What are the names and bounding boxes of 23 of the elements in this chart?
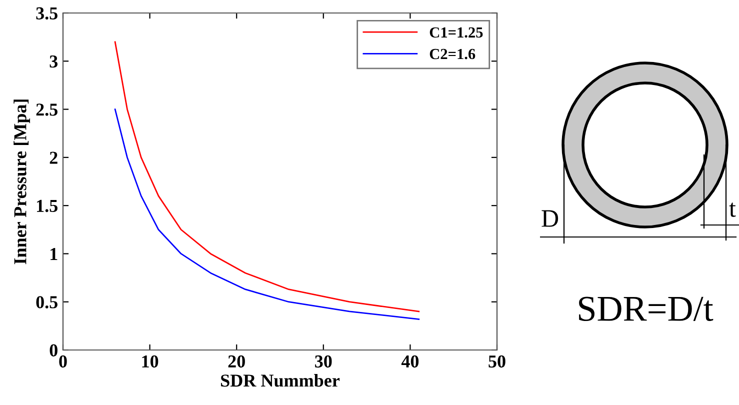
y-tick-label: 1 — [50, 248, 58, 260]
text: t — [729, 202, 736, 217]
x-tick-label: 30 — [315, 355, 332, 368]
y-tick-label: 3 — [50, 55, 58, 68]
y-axis-title: Inner Pressure [Mpa] — [14, 100, 30, 264]
legend-label: C1=1.25 — [430, 27, 483, 38]
y-tick-label: 2.5 — [36, 104, 58, 116]
text: SDR=D/t — [579, 296, 714, 322]
text: D — [542, 210, 558, 227]
y-tick-label: 0 — [50, 344, 58, 356]
x-axis-title: SDR Nummber — [221, 374, 340, 387]
x-tick-label: 10 — [142, 355, 158, 368]
line-series — [114, 108, 420, 320]
legend-label: C2=1.6 — [430, 48, 476, 60]
x-tick-label: 20 — [228, 355, 245, 368]
y-tick-label: 1.5 — [37, 200, 58, 212]
y-tick-label: 3.5 — [36, 7, 58, 20]
x-tick-label: 50 — [488, 355, 506, 368]
y-tick-label: 2 — [50, 152, 58, 164]
x-tick-label: 0 — [59, 355, 67, 368]
y-tick-label: 0.5 — [36, 296, 58, 308]
x-tick-label: 40 — [401, 355, 419, 368]
line-series — [114, 41, 420, 312]
